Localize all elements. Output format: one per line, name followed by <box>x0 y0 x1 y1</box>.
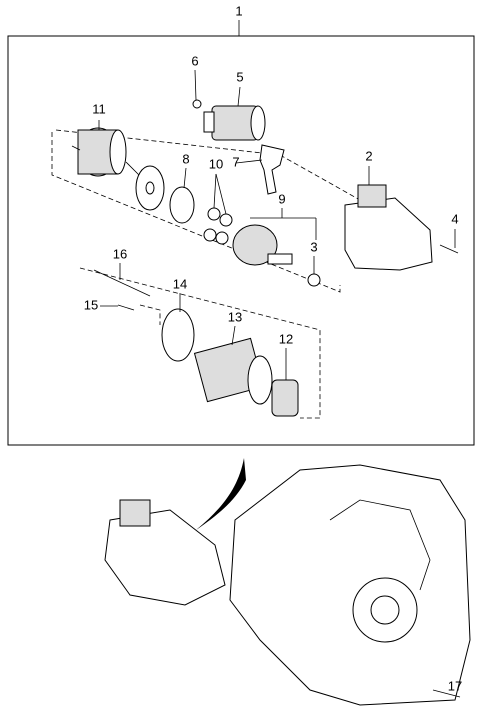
callout: 7 <box>232 154 239 169</box>
assembly-outline <box>79 267 321 419</box>
callout: 13 <box>228 309 242 324</box>
front-housing <box>344 184 433 271</box>
callout: 17 <box>448 678 462 693</box>
callout: 3 <box>310 239 317 254</box>
starter-installed <box>104 499 226 606</box>
solenoid <box>192 99 266 141</box>
pointer-arrow <box>196 458 246 530</box>
callout: 2 <box>365 148 372 163</box>
through-bolt <box>93 269 151 297</box>
washer <box>145 181 155 195</box>
engine-block <box>229 464 471 706</box>
bolt <box>439 244 459 254</box>
shift-lever <box>259 144 285 195</box>
assembly-outline <box>139 304 161 325</box>
callout: 10 <box>209 156 223 171</box>
mounting-bolt <box>432 689 461 698</box>
assembly-outline <box>55 129 361 201</box>
bearings <box>203 207 233 245</box>
pinion-assembly <box>232 224 293 266</box>
callout: 16 <box>113 246 127 261</box>
retainer-ring <box>169 186 195 224</box>
callout: 11 <box>92 101 106 116</box>
callout: 15 <box>84 297 98 312</box>
armature <box>71 127 141 177</box>
group-frame <box>7 35 475 446</box>
callout: 4 <box>451 211 458 226</box>
yoke <box>193 337 273 405</box>
callout: 5 <box>236 69 243 84</box>
callout: 8 <box>182 151 189 166</box>
callout: 9 <box>278 191 285 206</box>
screw <box>117 304 135 311</box>
callout: 12 <box>279 331 293 346</box>
callout: 14 <box>173 276 187 291</box>
end-frame <box>161 308 195 362</box>
stop-ring <box>307 273 321 287</box>
callout: 6 <box>191 53 198 68</box>
leader-lines <box>98 69 456 701</box>
callout: 1 <box>235 3 242 18</box>
brush-holder <box>271 379 299 417</box>
